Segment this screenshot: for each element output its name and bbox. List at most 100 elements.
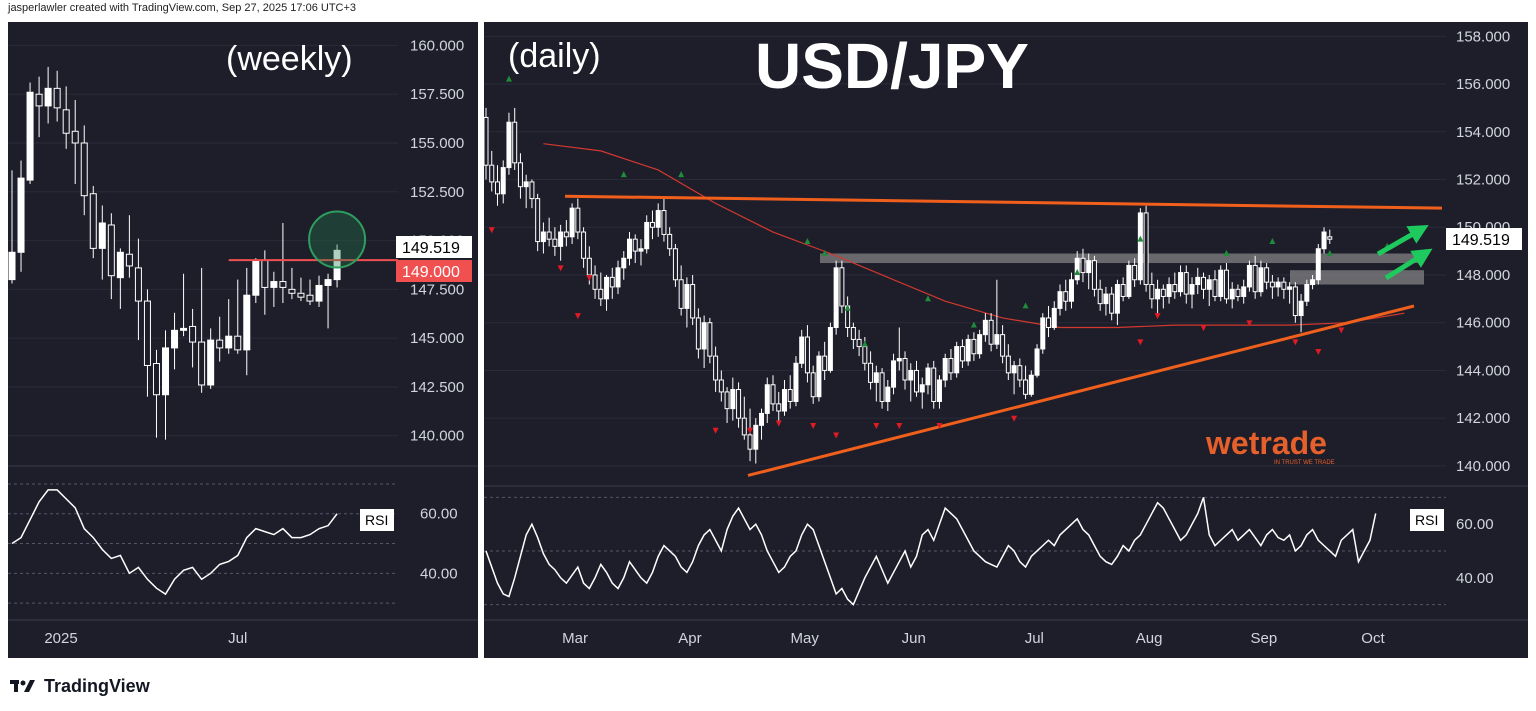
candle-body [1097, 288, 1103, 305]
weekly-price-tick: 140.000 [410, 428, 464, 445]
fractal-down-marker [1200, 325, 1207, 332]
daily-price-tick: 146.000 [1456, 315, 1510, 332]
candle-body [850, 326, 856, 340]
candle-body [243, 294, 251, 351]
daily-time-axis: Mar Apr May Jun Jul Aug Sep Oct [562, 630, 1385, 647]
candle-body [615, 267, 621, 288]
candle-body [879, 372, 885, 402]
candle-body [621, 257, 627, 269]
candle-body [1040, 317, 1046, 350]
fractal-down-marker [1338, 327, 1345, 334]
candle-body [1005, 355, 1011, 374]
candle-body [868, 362, 874, 383]
weekly-panel [8, 22, 478, 658]
daily-price-tick: 154.000 [1456, 124, 1510, 141]
daily-time-tick: May [791, 630, 820, 647]
fractal-up-marker [1269, 237, 1276, 244]
candle-body [171, 329, 179, 349]
candle-body [1246, 264, 1252, 288]
candle-body [1103, 293, 1109, 305]
candle-body [856, 338, 862, 348]
candle-body [1149, 284, 1155, 300]
price-zone [820, 253, 1424, 264]
fractal-up-marker [861, 340, 868, 347]
candle-body [1166, 284, 1172, 297]
candle-body [931, 367, 937, 402]
daily-rsi-axis: 60.00 40.00 [1456, 516, 1494, 587]
daily-price-badge-bg [1446, 228, 1522, 250]
fractal-down-marker [557, 265, 564, 272]
candle-body [667, 233, 673, 250]
weekly-candles [8, 66, 341, 440]
candle-body [17, 177, 25, 253]
candle-body [1155, 288, 1161, 300]
candle-body [1264, 267, 1270, 283]
fractal-up-marker [1326, 249, 1333, 256]
weekly-price-tick: 152.500 [410, 184, 464, 201]
candle-body [649, 221, 655, 228]
highlight-circle [308, 210, 367, 269]
daily-rsi-label: RSI [1415, 512, 1438, 528]
daily-price-tick: 156.000 [1456, 76, 1510, 93]
candle-body [873, 372, 879, 383]
candle-body [827, 326, 833, 371]
candle-body [552, 238, 558, 247]
candle-body [627, 238, 632, 259]
daily-time-tick: Apr [678, 630, 701, 647]
candle-body [529, 181, 535, 200]
weekly-rsi-tick: 60.00 [420, 506, 458, 523]
candle-body [959, 346, 965, 362]
chart-title: USD/JPY [755, 30, 1029, 102]
candle-body [816, 355, 822, 398]
candle-body [753, 424, 759, 450]
candle-body [1051, 307, 1057, 328]
candle-body [713, 355, 719, 381]
breakout-arrow-icon [1376, 225, 1429, 257]
daily-price-tick: 144.000 [1456, 362, 1510, 379]
candle-body [1126, 264, 1132, 297]
candle-body [730, 389, 736, 410]
candle-body [558, 231, 564, 247]
candle-body [1109, 293, 1115, 314]
candle-body [1258, 267, 1264, 293]
fractal-down-marker [1292, 339, 1299, 346]
candle-body [1023, 379, 1029, 395]
fractal-down-marker [1246, 320, 1253, 327]
candle-body [822, 355, 828, 371]
candle-body [632, 238, 638, 252]
fractal-down-marker [1154, 313, 1161, 320]
candle-body [107, 224, 115, 277]
candle-body [1252, 264, 1258, 293]
candle-body [1114, 284, 1120, 314]
candle-body [1137, 212, 1143, 281]
fractal-down-marker [747, 427, 754, 434]
daily-time-tick: Jun [902, 630, 926, 647]
candle-body [747, 434, 753, 450]
fractal-down-marker [1137, 339, 1144, 346]
candle-body [1292, 286, 1298, 317]
candle-body [908, 369, 914, 381]
weekly-rsi-tick: 40.00 [420, 565, 458, 582]
weekly-price-tick: 155.000 [410, 135, 464, 152]
candle-body [306, 294, 314, 302]
candle-body [1195, 276, 1201, 286]
candle-body [638, 248, 644, 252]
candle-body [1172, 284, 1178, 293]
daily-price-axis: 158.000156.000154.000152.000150.000148.0… [1456, 28, 1510, 475]
candle-body [162, 347, 170, 396]
weekly-price-tick: 145.000 [410, 330, 464, 347]
weekly-time-axis: 2025 Jul [44, 630, 247, 647]
candle-body [586, 257, 592, 276]
candle-body [324, 279, 332, 286]
candle-body [53, 87, 61, 109]
fractal-up-marker [970, 321, 977, 328]
fractal-up-marker [844, 304, 851, 311]
candle-body [678, 279, 684, 309]
candle-body [198, 341, 206, 386]
candle-body [134, 267, 142, 302]
candle-body [125, 253, 133, 267]
candle-body [764, 384, 770, 414]
fractal-up-marker [924, 295, 931, 302]
candle-body [80, 142, 88, 197]
fractal-down-marker [1315, 348, 1322, 355]
